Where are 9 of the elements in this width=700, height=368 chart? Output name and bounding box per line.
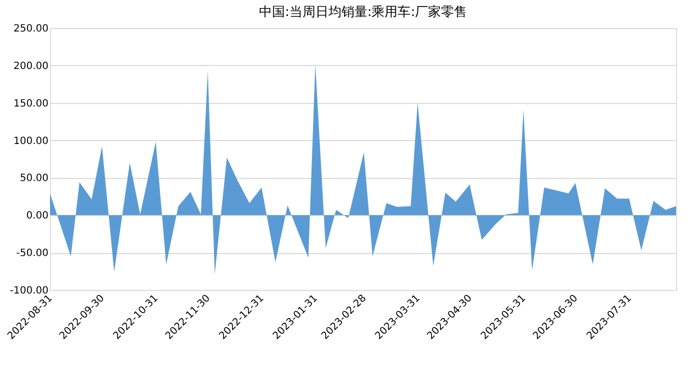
y-tick-label: 50.00 bbox=[20, 173, 48, 184]
y-tick-label: 250.00 bbox=[14, 24, 48, 34]
y-tick-label: -50.00 bbox=[16, 248, 48, 260]
y-tick-label: -100.00 bbox=[10, 286, 48, 296]
y-tick-label: 100.00 bbox=[14, 136, 48, 147]
y-tick-label: 0.00 bbox=[26, 210, 48, 222]
y-tick-label: 200.00 bbox=[14, 60, 48, 72]
y-tick-label: 150.00 bbox=[14, 98, 48, 110]
chart-title: 中国:当周日均销量:乘用车:厂家零售 bbox=[258, 4, 468, 20]
